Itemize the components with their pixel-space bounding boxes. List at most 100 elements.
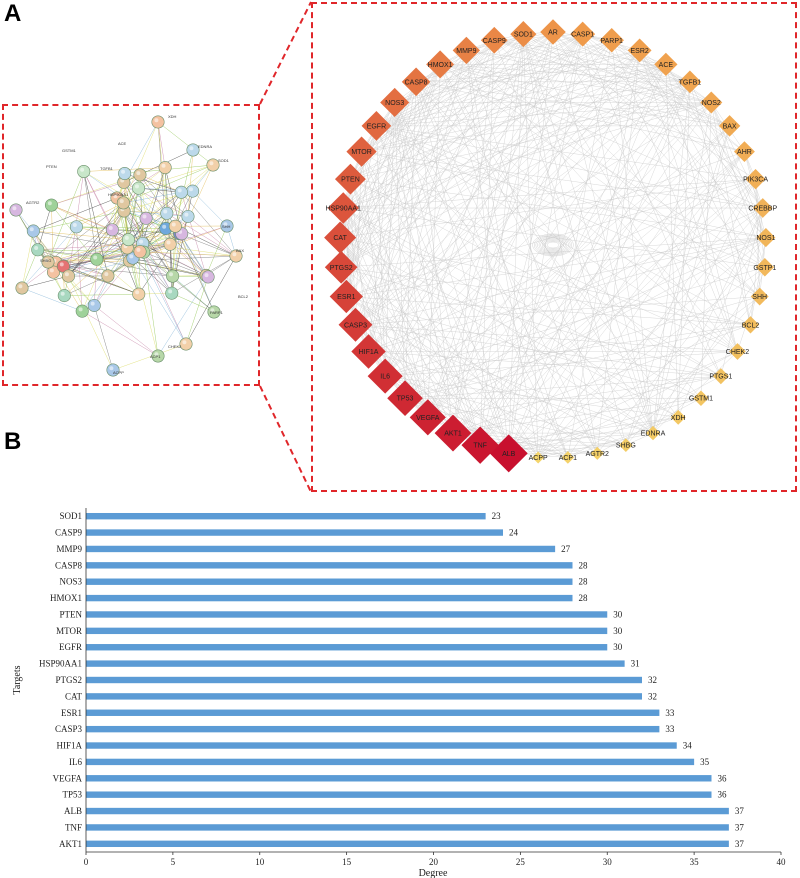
ppi-edge — [139, 251, 215, 313]
network-edge — [700, 102, 712, 399]
network-node-shape — [367, 358, 403, 394]
bar-casp9 — [86, 529, 503, 536]
ppi-edge — [37, 205, 52, 250]
value-label-esr1: 33 — [665, 708, 675, 718]
network-edge — [361, 151, 539, 458]
value-label-cat: 32 — [648, 691, 657, 701]
ppi-edge — [68, 202, 124, 277]
network-edge — [582, 33, 745, 152]
network-node-ace: ACE — [654, 52, 678, 76]
ppi-node-highlight — [163, 209, 168, 214]
network-edge — [427, 151, 745, 418]
ppi-node-highlight — [18, 284, 23, 289]
network-node-shape — [752, 198, 773, 218]
network-edge — [639, 50, 766, 268]
ppi-edge — [82, 310, 159, 357]
ppi-edge — [83, 171, 113, 230]
network-node-shape — [324, 250, 358, 284]
ppi-edge — [129, 260, 209, 278]
network-node-label: ESR2 — [630, 48, 648, 55]
y-tick-label-hif1a: HIF1A — [56, 741, 82, 751]
network-edge — [523, 33, 722, 377]
y-tick-label-esr1: ESR1 — [61, 708, 82, 718]
ppi-edges — [15, 121, 237, 371]
bar-vegfa — [86, 775, 712, 782]
ppi-node-highlight — [109, 366, 114, 371]
network-node-ptgs1: PTGS1 — [709, 368, 732, 385]
network-node-shape — [346, 136, 377, 167]
network-edge — [625, 125, 730, 446]
ppi-edge — [68, 210, 125, 277]
ppi-node-highlight — [49, 268, 54, 273]
ppi-edge — [124, 210, 189, 217]
x-ticks: 0 5 10 15 20 25 30 35 40 — [84, 852, 786, 867]
network-node-casp8: CASP8 — [401, 67, 431, 97]
ppi-edge — [37, 249, 97, 260]
bar-hmox1 — [86, 594, 573, 602]
y-tick-label-hmox1: HMOX1 — [50, 593, 82, 603]
value-label-hsp90aa1: 31 — [631, 659, 640, 669]
network-edge — [582, 33, 767, 238]
network-node-shape — [461, 426, 499, 464]
network-node-nos3: NOS3 — [380, 87, 410, 118]
ppi-edge — [142, 243, 237, 257]
network-node-shape — [756, 228, 776, 248]
network-node-label: CAT — [333, 235, 347, 242]
value-label-vegfa: 36 — [718, 773, 728, 783]
ppi-node-highlight — [60, 291, 65, 296]
ppi-label-sod1: SOD1 — [218, 158, 230, 163]
network-node-shape — [401, 67, 431, 97]
network-node-label: EGFR — [367, 123, 386, 130]
network-node-shape — [741, 316, 760, 334]
network-edge — [552, 31, 712, 103]
network-edge — [427, 31, 554, 418]
network-node-casp3: CASP3 — [338, 307, 373, 342]
network-node-shape — [599, 28, 624, 53]
network-node-shape — [480, 26, 508, 54]
network-edge — [677, 207, 763, 418]
y-axis-title: Targets — [12, 665, 23, 694]
ppi-node-highlight — [104, 272, 109, 277]
network-edge — [404, 397, 626, 446]
network-edge — [639, 50, 712, 103]
network-node-shape — [570, 21, 596, 47]
network-edge — [452, 397, 701, 434]
network-node-label: GSTM1 — [689, 396, 713, 403]
ppi-label-shbg: SHBG — [40, 258, 51, 263]
ppi-edge — [140, 251, 237, 257]
network-node-label: CASP8 — [405, 79, 428, 86]
network-edge — [611, 40, 691, 83]
network-node-shape — [489, 434, 528, 473]
network-edge — [394, 50, 467, 103]
ppi-node-highlight — [29, 227, 34, 232]
y-tick-label-alb: ALB — [64, 806, 82, 816]
x-axis-title: Degree — [419, 868, 448, 878]
ppi-edge — [94, 305, 159, 357]
network-edge — [415, 81, 738, 352]
network-node-mmp9: MMP9 — [452, 36, 481, 65]
ppi-edge — [165, 228, 207, 276]
network-edge — [376, 40, 612, 127]
network-edge — [385, 375, 679, 418]
network-edge — [346, 237, 766, 297]
ppi-edge — [47, 239, 129, 263]
ppi-edge — [21, 230, 34, 289]
network-node-shh: SHH — [750, 287, 769, 306]
network-edge — [652, 351, 738, 434]
network-edge — [341, 64, 666, 268]
y-tick-label-akt1: AKT1 — [59, 839, 82, 849]
network-self-loop — [538, 237, 568, 253]
network-edge — [711, 102, 766, 268]
ppi-edge — [143, 252, 159, 357]
network-edge — [346, 296, 626, 446]
network-node-shape — [734, 141, 755, 163]
network-node-shape — [670, 409, 686, 425]
y-tick-label-tnf: TNF — [65, 822, 82, 832]
network-node-agtr2: AGTR2 — [586, 446, 609, 460]
network-self-loop — [540, 238, 566, 252]
ppi-node-highlight — [184, 212, 189, 217]
network-edge — [376, 64, 666, 127]
ppi-edge — [132, 257, 209, 278]
network-edge — [405, 375, 721, 399]
